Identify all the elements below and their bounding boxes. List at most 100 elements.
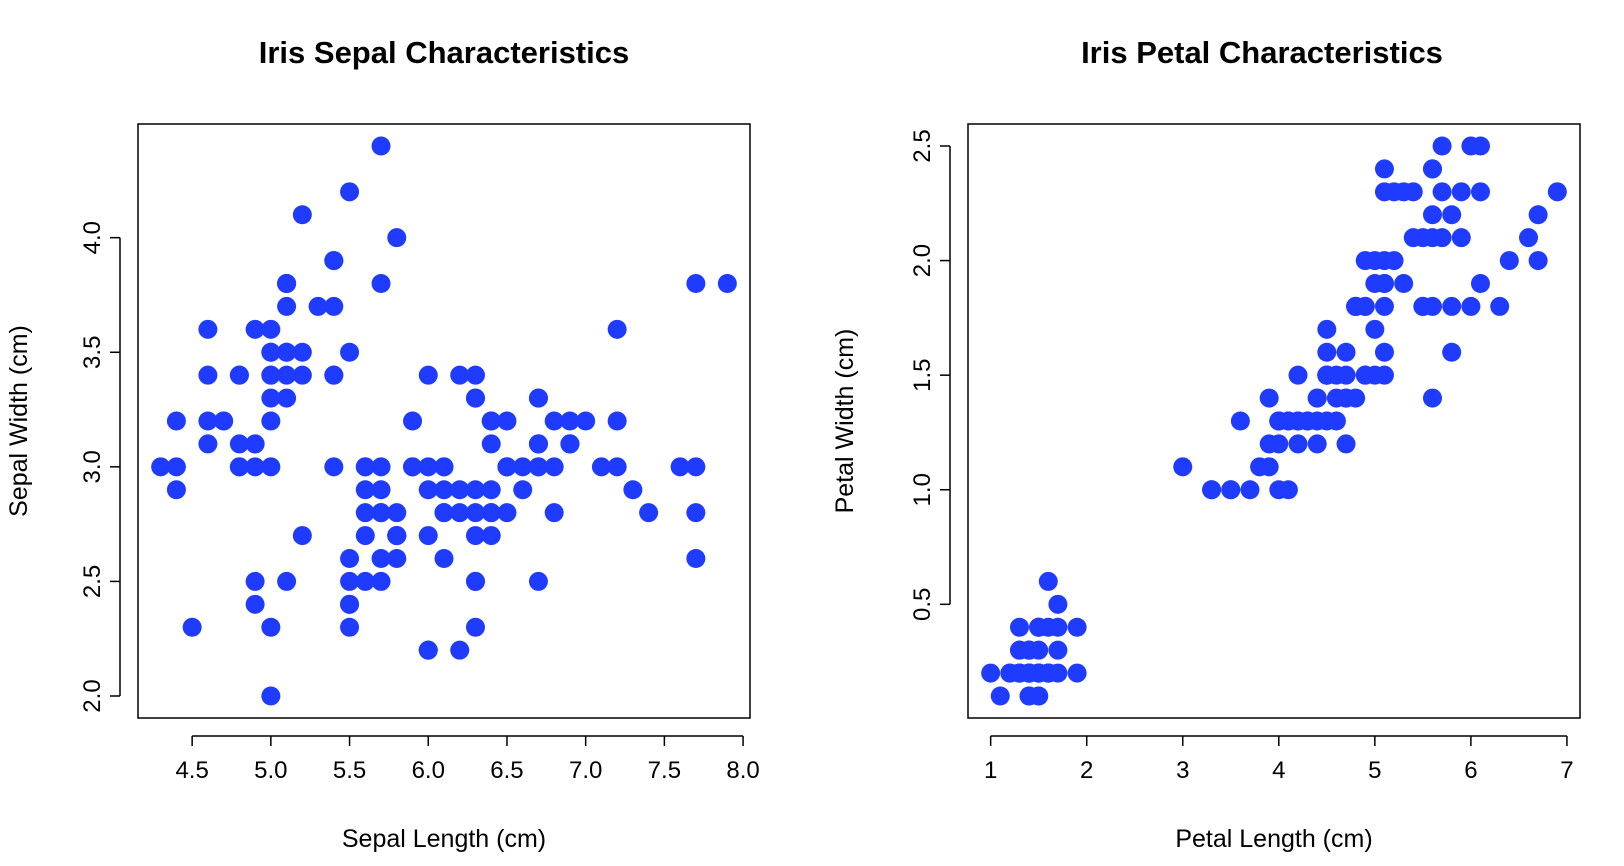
data-point <box>1173 457 1193 477</box>
data-point <box>261 457 281 477</box>
data-point <box>1346 388 1366 408</box>
x-tick-label: 7.0 <box>569 757 602 784</box>
data-point <box>528 388 548 408</box>
data-point <box>607 411 627 431</box>
plot-frame <box>967 123 1581 719</box>
data-point <box>166 411 186 431</box>
data-point <box>481 526 501 546</box>
data-point <box>1307 434 1327 454</box>
data-point <box>1384 251 1404 271</box>
data-point <box>261 411 281 431</box>
x-axis: 4.5 5.0 5.5 6.0 6.5 7.0 7.5 8.0 <box>175 735 760 784</box>
data-point <box>261 388 281 408</box>
data-point <box>1374 342 1394 362</box>
points-layer <box>151 136 737 706</box>
data-point <box>277 342 297 362</box>
data-point <box>481 480 501 500</box>
data-point <box>292 365 312 385</box>
data-point <box>277 274 297 293</box>
y-tick-label: 2.5 <box>909 129 936 162</box>
x-tick-label: 7 <box>1560 757 1573 784</box>
data-point <box>1403 228 1423 248</box>
data-point <box>1422 159 1442 179</box>
data-point <box>198 365 218 385</box>
data-point <box>560 434 580 454</box>
data-point <box>513 480 533 500</box>
data-point <box>371 549 391 568</box>
data-point <box>434 549 454 568</box>
data-point <box>371 136 391 156</box>
data-point <box>261 319 281 339</box>
x-tick-label: 7.5 <box>648 757 681 784</box>
data-point <box>1019 686 1039 706</box>
data-point <box>1432 136 1452 156</box>
data-point <box>1470 274 1490 293</box>
data-point <box>497 411 517 431</box>
x-tick-label: 5.5 <box>333 757 366 784</box>
data-point <box>465 503 485 523</box>
data-point <box>261 686 281 706</box>
data-point <box>434 480 454 500</box>
y-axis: 0.5 1.0 1.5 2.0 2.5 <box>909 129 951 621</box>
data-point <box>340 594 360 614</box>
data-point <box>1336 365 1356 385</box>
data-point <box>355 526 375 546</box>
y-axis: 2.0 2.5 3.0 3.5 4.0 <box>79 221 121 713</box>
data-point <box>387 526 407 546</box>
data-point <box>450 365 470 385</box>
data-point <box>576 411 596 431</box>
data-point <box>1250 457 1270 477</box>
data-point <box>324 296 344 316</box>
data-point <box>1442 342 1462 362</box>
data-point <box>1403 182 1423 202</box>
data-point <box>1019 640 1039 660</box>
data-point <box>1365 319 1385 339</box>
data-point <box>1422 205 1442 225</box>
data-point <box>371 274 391 293</box>
data-point <box>387 503 407 523</box>
x-tick-label: 5 <box>1368 757 1381 784</box>
x-tick-label: 4 <box>1272 757 1285 784</box>
data-point <box>308 296 328 316</box>
data-point <box>1346 296 1366 316</box>
x-axis-label: Petal Length (cm) <box>1175 825 1372 853</box>
y-tick-label: 3.5 <box>79 336 106 369</box>
data-point <box>1029 617 1049 637</box>
data-point <box>450 480 470 500</box>
data-point <box>1336 434 1356 454</box>
x-tick-label: 6.5 <box>490 757 523 784</box>
data-point <box>465 365 485 385</box>
chart-title: Iris Petal Characteristics <box>1081 35 1443 70</box>
data-point <box>434 457 454 477</box>
data-point <box>1432 182 1452 202</box>
data-point <box>403 411 423 431</box>
data-point <box>1048 594 1068 614</box>
data-point <box>1317 365 1337 385</box>
data-point <box>371 457 391 477</box>
data-point <box>1307 388 1327 408</box>
data-point <box>166 480 186 500</box>
data-point <box>292 205 312 225</box>
y-tick-label: 1.0 <box>909 473 936 506</box>
y-tick-label: 2.0 <box>909 244 936 277</box>
data-point <box>1278 480 1298 500</box>
data-point <box>497 503 517 523</box>
data-point <box>1298 411 1318 431</box>
data-point <box>481 434 501 454</box>
data-point <box>1470 136 1490 156</box>
x-tick-label: 3 <box>1176 757 1189 784</box>
data-point <box>1317 342 1337 362</box>
y-axis-label: Petal Width (cm) <box>831 329 859 514</box>
data-point <box>387 549 407 568</box>
data-point <box>229 434 249 454</box>
data-point <box>465 480 485 500</box>
data-point <box>371 503 391 523</box>
y-tick-label: 4.0 <box>79 221 106 254</box>
data-point <box>245 319 265 339</box>
data-point <box>245 594 265 614</box>
data-point <box>1259 388 1279 408</box>
data-point <box>1442 205 1462 225</box>
data-point <box>1038 571 1058 591</box>
data-point <box>182 617 202 637</box>
data-point <box>1326 411 1346 431</box>
